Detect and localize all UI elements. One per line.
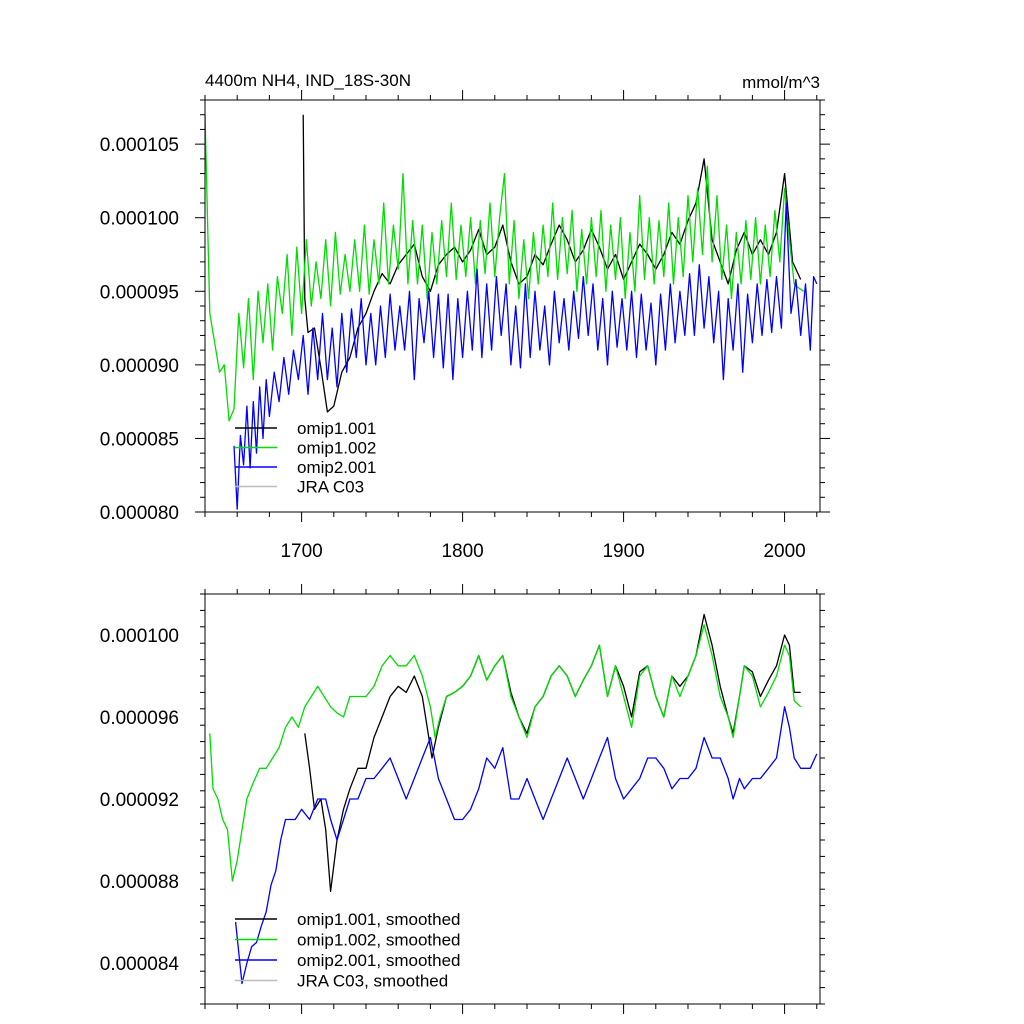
- series-line-omip1-002: [205, 114, 805, 422]
- legend-label: JRA C03, smoothed: [297, 972, 448, 991]
- y-tick-label: 0.000092: [100, 790, 179, 811]
- y-tick-label: 0.000085: [100, 429, 179, 450]
- x-tick-label: 1900: [602, 541, 644, 562]
- y-tick-label: 0.000096: [100, 708, 179, 729]
- series-line-omip2-001: [233, 202, 818, 510]
- legend-label: JRA C03: [297, 478, 364, 497]
- y-tick-label: 0.000088: [100, 872, 179, 893]
- y-tick-label: 0.000080: [100, 503, 179, 524]
- y-tick-label: 0.000100: [100, 626, 179, 647]
- legend-label: omip1.002, smoothed: [297, 931, 461, 950]
- y-tick-label: 0.000084: [100, 954, 180, 975]
- y-tick-label: 0.000105: [100, 135, 179, 156]
- y-tick-label: 0.000100: [100, 209, 179, 230]
- chart-title: 4400m NH4, IND_18S-30N: [205, 71, 411, 90]
- legend-label: omip1.001: [297, 419, 376, 438]
- series-line-omip2-001-smoothed: [234, 706, 818, 985]
- legend-label: omip1.001, smoothed: [297, 910, 461, 929]
- x-tick-label: 1700: [280, 541, 322, 562]
- top-panel: 4400m NH4, IND_18S-30N mmol/m^3 1700 1800 19…: [100, 71, 830, 562]
- series-group: [205, 114, 818, 510]
- y-tick-label: 0.000090: [100, 356, 179, 377]
- series-line-omip1-001: [302, 114, 802, 413]
- y-tick-label: 0.000095: [100, 282, 179, 303]
- x-tick-label: 1800: [441, 541, 483, 562]
- x-tick-label: 2000: [763, 541, 805, 562]
- series-line-omip1-002-smoothed: [209, 624, 802, 882]
- legend-label: omip2.001, smoothed: [297, 951, 461, 970]
- legend-label: omip1.002: [297, 439, 376, 458]
- plot-frame: [204, 593, 821, 1005]
- bottom-panel: 0.000084 0.000088 0.000092 0.000096 0.000100…: [100, 584, 825, 1014]
- legend-label: omip2.001: [297, 458, 376, 477]
- units-label: mmol/m^3: [742, 73, 820, 92]
- series-group: [209, 613, 818, 985]
- series-line-omip1-001-smoothed: [304, 613, 801, 892]
